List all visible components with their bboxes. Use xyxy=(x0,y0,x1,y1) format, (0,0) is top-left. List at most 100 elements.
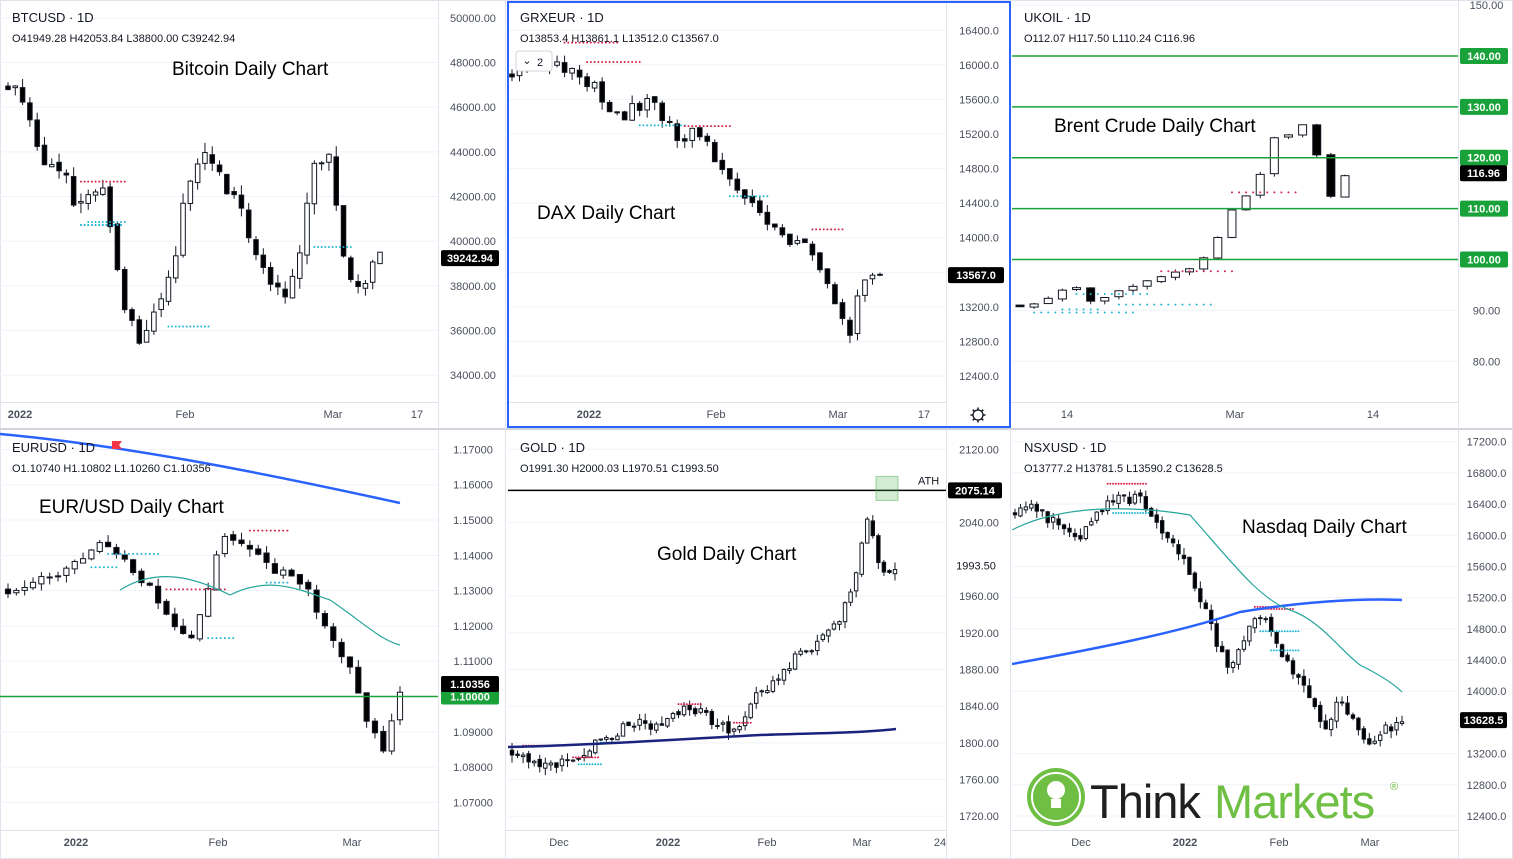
candle-down xyxy=(288,569,295,577)
y-tick-label: 14400.0 xyxy=(1467,655,1507,667)
symbol-title[interactable]: EURUSD · 1D xyxy=(12,440,95,455)
y-tick-label: 1.13000 xyxy=(453,586,493,598)
pivot-dot xyxy=(608,41,611,44)
candle-up xyxy=(369,261,376,283)
chart-panel-oil[interactable]: 140.00 130.00 120.00 110.00 100.00 150.00 90.0… xyxy=(1012,0,1508,421)
candle-up xyxy=(665,718,670,727)
y-tick-label: 1880.00 xyxy=(959,664,999,676)
candle-up xyxy=(173,255,179,279)
chart-panel-gold[interactable]: ATH 2075.14 2120.00 2040.00 1960.00 1920.00 18… xyxy=(508,440,1004,849)
resistance-dots xyxy=(79,180,126,183)
pivot-dot xyxy=(691,125,694,128)
candle-up xyxy=(554,61,560,66)
candle-down xyxy=(180,625,187,635)
candle-down xyxy=(832,284,838,305)
symbol-title[interactable]: GRXEUR · 1D xyxy=(520,10,604,25)
candle-up xyxy=(1227,209,1237,238)
pivot-dot xyxy=(585,763,588,766)
collapse-badge[interactable] xyxy=(515,50,553,72)
candle-up xyxy=(388,720,395,752)
candle-down xyxy=(719,159,726,171)
y-tick-label: 15600.0 xyxy=(959,94,999,106)
candle-down xyxy=(584,76,590,88)
x-tick-label: Feb xyxy=(176,409,195,421)
symbol-title[interactable]: NSXUSD · 1D xyxy=(1024,440,1106,455)
candle-down xyxy=(1388,726,1394,732)
pivot-dot xyxy=(619,60,622,63)
y-tick-label: 14800.0 xyxy=(1467,624,1507,636)
candle-down xyxy=(355,666,362,694)
y-tick-label: 16000.0 xyxy=(959,60,999,72)
resistance-dots xyxy=(165,588,226,591)
candle-up xyxy=(196,614,203,640)
pivot-dot xyxy=(699,703,702,706)
level-tag xyxy=(1460,47,1508,64)
y-tick-label: 44000.00 xyxy=(450,147,496,159)
plot-area-oil[interactable] xyxy=(1012,4,1458,362)
pivot-dot xyxy=(604,41,607,44)
symbol-title[interactable]: UKOIL · 1D xyxy=(1024,10,1091,25)
pivot-dot xyxy=(1103,292,1106,295)
selected-panel-outline[interactable] xyxy=(507,1,1011,428)
pivot-dot xyxy=(1124,292,1127,295)
chart-panel-eurusd[interactable]: 1.10000 1.17000 1.16000 1.15000 1.14000 1.130… xyxy=(0,432,499,849)
pivot-dot xyxy=(597,41,600,44)
pivot-dot xyxy=(574,41,577,44)
symbol-title[interactable]: BTCUSD · 1D xyxy=(12,10,94,25)
pivot-dot xyxy=(109,180,112,183)
pivot-dot xyxy=(589,60,592,63)
plot-area-nasdaq[interactable] xyxy=(1012,441,1458,817)
candle-up xyxy=(854,295,861,335)
candle-up xyxy=(859,542,864,575)
chart-panel-btc[interactable]: 50000.00 48000.00 46000.00 44000.00 42000.00… xyxy=(0,10,499,421)
gear-icon[interactable] xyxy=(972,409,984,421)
y-tick-label: 16000.0 xyxy=(1467,530,1507,542)
pivot-dot xyxy=(136,552,139,555)
pivot-dot xyxy=(1123,511,1126,514)
pivot-dot xyxy=(687,125,690,128)
ohlc-readout: O13777.2 H13781.5 L13590.2 C13628.5 xyxy=(1024,463,1223,475)
candle-down xyxy=(216,164,223,173)
resistance-dots xyxy=(586,60,641,63)
candle-up xyxy=(798,650,803,655)
plot-area-gold[interactable] xyxy=(508,448,946,817)
pivot-dot xyxy=(1202,303,1205,306)
flag-icon[interactable] xyxy=(112,441,122,449)
level-tag xyxy=(441,689,499,705)
candle-up xyxy=(569,67,575,74)
pivot-dot xyxy=(189,325,192,328)
pivot-dot xyxy=(211,637,214,640)
pivot-dot xyxy=(1110,311,1113,314)
chart-panel-nasdaq[interactable]: 17200.0 16800.0 16400.0 16000.0 15600.0 15200… xyxy=(1012,437,1507,849)
x-tick-label: Mar xyxy=(1226,409,1245,421)
pivot-dot xyxy=(193,325,195,328)
candle-down xyxy=(333,156,339,206)
plot-area-dax[interactable] xyxy=(508,29,946,377)
pivot-dot xyxy=(1082,311,1085,314)
pivot-dot xyxy=(1125,482,1128,485)
pivot-dot xyxy=(219,637,222,640)
candle-down xyxy=(1209,609,1214,625)
gear-icon-tooth xyxy=(981,418,984,421)
chart-panel-dax[interactable]: 16400.0 16000.0 15600.0 15200.0 14800.0 14400… xyxy=(508,10,1004,421)
support-dots xyxy=(1259,630,1300,633)
plot-area-btc[interactable] xyxy=(0,17,438,376)
pivot-dot xyxy=(741,721,744,724)
pivot-dot xyxy=(1112,482,1115,485)
last-price-label: 116.96 xyxy=(1467,168,1500,180)
candle-up xyxy=(637,718,642,726)
candle-down xyxy=(1361,728,1367,740)
candle-up xyxy=(1105,500,1110,512)
candle-up xyxy=(1252,618,1258,629)
y-tick-label: 48000.00 xyxy=(450,58,496,70)
symbol-title[interactable]: GOLD · 1D xyxy=(520,440,585,455)
candle-down xyxy=(887,569,892,573)
pivot-dot xyxy=(203,588,205,591)
plot-area-eurusd[interactable] xyxy=(0,432,438,803)
pivot-dot xyxy=(601,41,604,44)
pivot-dot xyxy=(185,325,188,328)
candle-up xyxy=(1156,276,1166,283)
pivot-dot xyxy=(1146,292,1149,295)
candle-down xyxy=(1181,554,1187,560)
pivot-dot xyxy=(591,763,594,766)
